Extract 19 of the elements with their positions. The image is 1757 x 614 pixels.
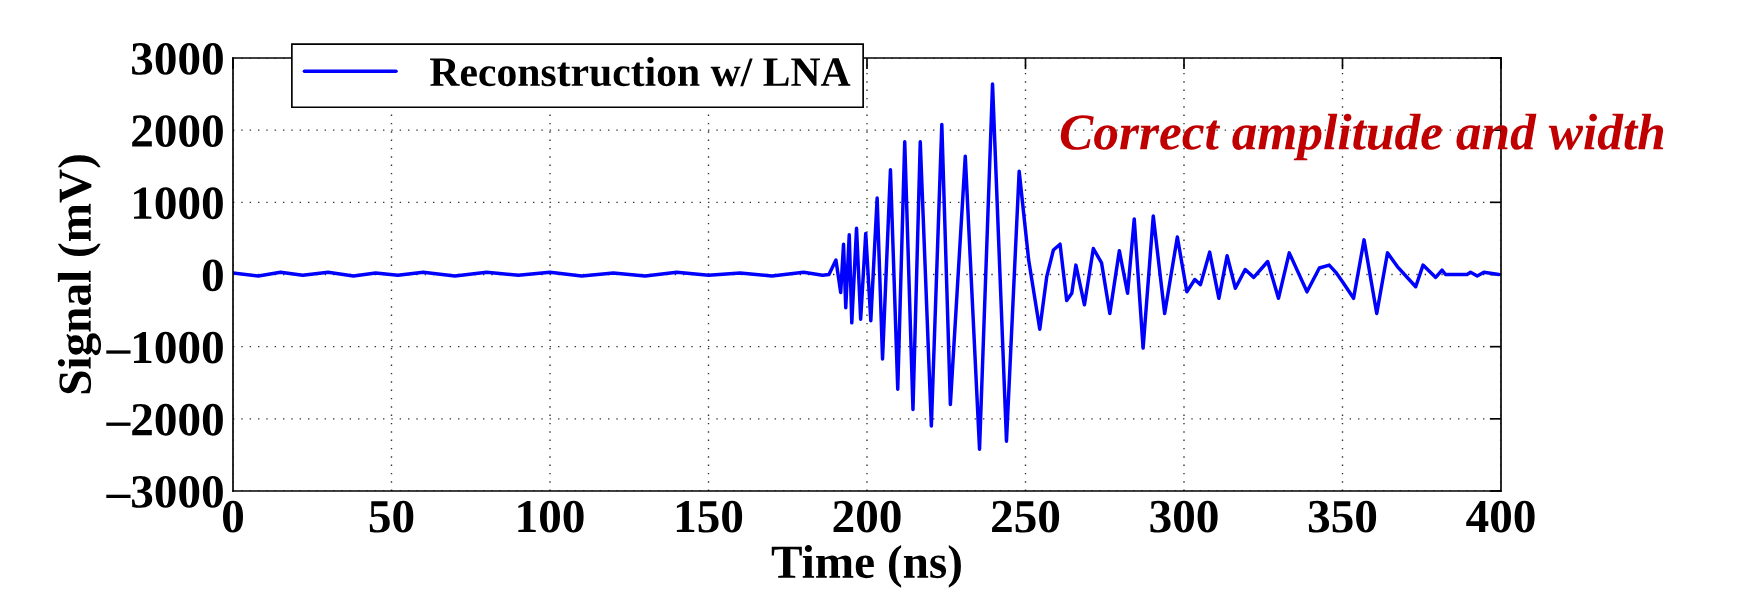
y-tick-label: 0: [202, 259, 223, 292]
y-tick-label: 2000: [132, 115, 223, 148]
x-tick-label: 0: [222, 500, 244, 533]
x-tick-label: 50: [369, 500, 414, 533]
y-tick-label: 1000: [134, 187, 223, 220]
x-tick-label: 350: [1308, 500, 1377, 533]
y-tick-label: –1000: [106, 331, 223, 364]
y-tick-label: –3000: [106, 475, 223, 508]
x-tick-label: 250: [992, 500, 1060, 533]
x-axis-title: Time (ns): [771, 544, 961, 588]
x-tick-label: 200: [833, 500, 901, 533]
y-tick-label: –2000: [106, 403, 223, 436]
x-tick-label: 300: [1150, 500, 1218, 533]
x-tick-label: 100: [518, 500, 584, 533]
x-tick-label: 400: [1466, 500, 1535, 533]
legend-label: Reconstruction w/ LNA: [430, 56, 851, 87]
x-tick-label: 150: [676, 500, 743, 533]
y-tick-label: 3000: [132, 42, 223, 75]
y-axis-title: Signal (mV): [57, 155, 102, 394]
